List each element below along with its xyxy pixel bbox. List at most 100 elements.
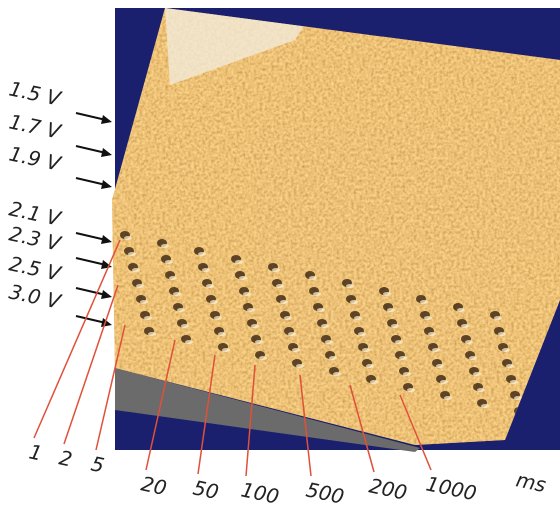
figure: 1.5 V1.7 V1.9 V2.1 V2.3 V2.5 V3.0 V12520… — [0, 0, 560, 508]
pit-highlight — [399, 356, 407, 360]
pit-highlight — [239, 276, 247, 280]
pit-highlight — [144, 316, 152, 320]
pit-highlight — [235, 260, 243, 264]
pointer-line — [64, 285, 118, 444]
pit-highlight — [395, 340, 403, 344]
arrow-head — [101, 290, 112, 299]
pit-highlight — [177, 308, 185, 312]
pit-highlight — [272, 268, 280, 272]
pit-highlight — [198, 252, 206, 256]
pit-highlight — [206, 284, 214, 288]
arrow-line — [76, 233, 106, 240]
pit-highlight — [420, 300, 428, 304]
pit-highlight — [317, 308, 325, 312]
pit-highlight — [494, 316, 502, 320]
arrow-head — [101, 115, 112, 124]
pit-highlight — [407, 388, 415, 392]
arrow-line — [76, 113, 106, 120]
pit-highlight — [424, 316, 432, 320]
arrow-head — [101, 180, 112, 189]
pit-highlight — [358, 332, 366, 336]
pit-highlight — [333, 372, 341, 376]
pit-highlight — [481, 404, 489, 408]
pit-highlight — [276, 284, 284, 288]
pit-highlight — [284, 316, 292, 320]
pit-highlight — [202, 268, 210, 272]
pit-highlight — [362, 348, 370, 352]
pit-highlight — [325, 340, 333, 344]
pit-highlight — [428, 332, 436, 336]
time-label: 200 — [367, 473, 409, 504]
pit-highlight — [136, 284, 144, 288]
arrow-line — [76, 316, 106, 323]
pit-highlight — [440, 380, 448, 384]
pit-highlight — [346, 284, 354, 288]
voltage-label: 1.5 V — [7, 76, 64, 111]
pit-highlight — [243, 292, 251, 296]
pit-highlight — [210, 300, 218, 304]
time-unit: ms — [514, 467, 548, 497]
pit-highlight — [321, 324, 329, 328]
pit-highlight — [457, 308, 465, 312]
pit-highlight — [173, 292, 181, 296]
pit-highlight — [251, 324, 259, 328]
pit-highlight — [161, 244, 169, 248]
pit-highlight — [165, 260, 173, 264]
pit-highlight — [218, 332, 226, 336]
time-label: 1000 — [424, 471, 479, 505]
time-label: 500 — [304, 477, 346, 508]
time-label: 1 — [27, 439, 44, 465]
pit-highlight — [292, 348, 300, 352]
arrow-line — [76, 146, 106, 153]
pit-highlight — [498, 332, 506, 336]
pit-highlight — [313, 292, 321, 296]
pit-highlight — [255, 340, 263, 344]
pit-highlight — [169, 276, 177, 280]
pit-highlight — [280, 300, 288, 304]
pit-highlight — [140, 300, 148, 304]
pit-highlight — [370, 380, 378, 384]
pit-highlight — [148, 332, 156, 336]
pit-highlight — [366, 364, 374, 368]
pit-highlight — [383, 292, 391, 296]
pit-highlight — [477, 388, 485, 392]
pit-highlight — [514, 396, 522, 400]
pit-highlight — [309, 276, 317, 280]
time-label: 5 — [89, 451, 106, 477]
pit-highlight — [124, 236, 132, 240]
voltage-label: 1.7 V — [7, 109, 64, 144]
pit-highlight — [436, 364, 444, 368]
pit-highlight — [288, 332, 296, 336]
pit-highlight — [181, 324, 189, 328]
pit-highlight — [222, 348, 230, 352]
pit-highlight — [247, 308, 255, 312]
pit-highlight — [214, 316, 222, 320]
pit-highlight — [391, 324, 399, 328]
pit-highlight — [296, 364, 304, 368]
pit-highlight — [132, 268, 140, 272]
time-label: 100 — [239, 477, 281, 508]
pit-highlight — [502, 348, 510, 352]
pit-highlight — [444, 396, 452, 400]
arrow-line — [76, 178, 106, 185]
pit-highlight — [128, 252, 136, 256]
pit-highlight — [473, 372, 481, 376]
pit-highlight — [329, 356, 337, 360]
pit-highlight — [403, 372, 411, 376]
pit-highlight — [510, 380, 518, 384]
pit-highlight — [432, 348, 440, 352]
pit-highlight — [185, 340, 193, 344]
pit-highlight — [387, 308, 395, 312]
time-label: 2 — [57, 445, 74, 471]
pit-highlight — [506, 364, 514, 368]
time-label: 50 — [191, 475, 221, 504]
pit-highlight — [354, 316, 362, 320]
arrow-head — [101, 148, 112, 157]
pit-highlight — [259, 356, 267, 360]
pit-highlight — [350, 300, 358, 304]
pit-highlight — [469, 356, 477, 360]
arrow-line — [76, 258, 106, 265]
pit-highlight — [465, 340, 473, 344]
arrow-head — [101, 235, 112, 244]
time-label: 20 — [139, 471, 169, 500]
